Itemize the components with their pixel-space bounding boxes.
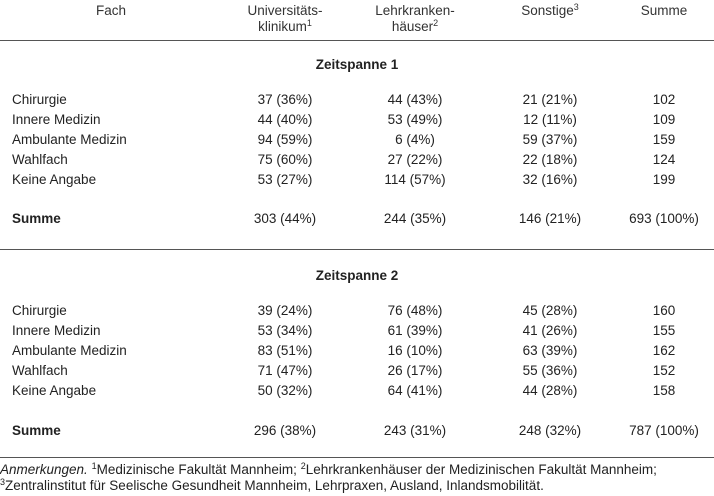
row-fach: Wahlfach — [12, 152, 68, 167]
total-lehr: 244 (35%) — [383, 211, 447, 226]
row-uni: 53 (34%) — [257, 323, 313, 338]
header-fach: Fach — [95, 3, 126, 18]
row-lehr: 44 (43%) — [387, 92, 443, 107]
section-title-1: Zeitspanne 1 — [315, 57, 399, 72]
total-label: Summe — [12, 423, 61, 438]
row-uni: 71 (47%) — [257, 363, 313, 378]
total-sonst: 146 (21%) — [518, 211, 582, 226]
row-summe: 155 — [652, 323, 676, 338]
row-sonst: 22 (18%) — [522, 152, 578, 167]
row-lehr: 76 (48%) — [387, 303, 443, 318]
row-fach: Chirurgie — [12, 92, 67, 107]
row-lehr: 16 (10%) — [387, 343, 443, 358]
total-summe: 787 (100%) — [629, 423, 699, 438]
row-sonst: 12 (11%) — [523, 112, 577, 127]
row-fach: Wahlfach — [12, 363, 68, 378]
note-2-text: Lehrkrankenhäuser der Medizinischen Faku… — [305, 462, 657, 477]
note-marker-1: 1 — [91, 461, 97, 471]
section-title-2: Zeitspanne 2 — [315, 268, 399, 283]
footnote-marker-3: 3 — [573, 2, 579, 12]
row-summe: 109 — [652, 112, 676, 127]
header-col1-line2: klinikum — [258, 19, 307, 34]
header-lehrkrankenhaeuser: Lehrkranken- häuser2 — [350, 3, 480, 35]
row-summe: 158 — [652, 383, 676, 398]
row-lehr: 114 (57%) — [384, 172, 446, 187]
total-lehr: 243 (31%) — [383, 423, 447, 438]
header-summe: Summe — [640, 3, 688, 18]
note-1-text: Medizinische Fakultät Mannheim; — [96, 462, 297, 477]
row-summe: 159 — [652, 132, 676, 147]
total-uni: 303 (44%) — [253, 211, 317, 226]
row-summe: 124 — [652, 152, 676, 167]
table-bottom-rule — [0, 457, 714, 458]
row-fach: Chirurgie — [12, 303, 67, 318]
header-divider — [0, 40, 714, 41]
total-summe: 693 (100%) — [629, 211, 699, 226]
row-uni: 37 (36%) — [257, 92, 313, 107]
row-uni: 50 (32%) — [257, 383, 313, 398]
header-col2-line2: häuser — [391, 19, 434, 34]
row-fach: Innere Medizin — [12, 323, 101, 338]
row-lehr: 64 (41%) — [387, 383, 443, 398]
total-uni: 296 (38%) — [253, 423, 317, 438]
row-summe: 152 — [652, 363, 676, 378]
row-summe: 162 — [652, 343, 676, 358]
row-uni: 94 (59%) — [257, 132, 313, 147]
row-sonst: 32 (16%) — [522, 172, 578, 187]
header-sonstige: Sonstige3 — [490, 3, 610, 19]
row-sonst: 41 (26%) — [522, 323, 578, 338]
total-sonst: 248 (32%) — [518, 423, 582, 438]
row-summe: 160 — [652, 303, 676, 318]
row-uni: 53 (27%) — [257, 172, 313, 187]
row-sonst: 59 (37%) — [522, 132, 578, 147]
row-summe: 102 — [652, 92, 676, 107]
row-lehr: 27 (22%) — [387, 152, 443, 167]
row-fach: Ambulante Medizin — [12, 132, 127, 147]
footnote-marker-2: 2 — [433, 18, 439, 28]
header-col2-line1: Lehrkranken- — [375, 3, 455, 18]
row-fach: Ambulante Medizin — [12, 343, 127, 358]
row-uni: 44 (40%) — [257, 112, 313, 127]
header-col1-line1: Universitäts- — [247, 3, 323, 18]
note-3-text: Zentralinstitut für Seelische Gesundheit… — [5, 478, 544, 493]
row-sonst: 55 (36%) — [522, 363, 578, 378]
row-sonst: 63 (39%) — [522, 343, 578, 358]
table-notes: Anmerkungen. 1Medizinische Fakultät Mann… — [0, 462, 714, 494]
row-sonst: 21 (21%) — [522, 92, 578, 107]
row-summe: 199 — [652, 172, 676, 187]
header-universitaetsklinikum: Universitäts- klinikum1 — [222, 3, 348, 35]
note-marker-3: 3 — [0, 477, 6, 487]
row-fach: Keine Angabe — [12, 172, 97, 187]
row-lehr: 26 (17%) — [387, 363, 443, 378]
row-uni: 83 (51%) — [257, 343, 313, 358]
note-marker-2: 2 — [300, 461, 306, 471]
row-uni: 75 (60%) — [257, 152, 313, 167]
row-lehr: 6 (4%) — [395, 132, 435, 147]
row-uni: 39 (24%) — [257, 303, 313, 318]
row-sonst: 45 (28%) — [522, 303, 578, 318]
footnote-marker-1: 1 — [306, 18, 312, 28]
section-divider — [0, 249, 714, 250]
row-sonst: 44 (28%) — [522, 383, 578, 398]
header-col3-label: Sonstige — [521, 3, 574, 18]
row-fach: Keine Angabe — [12, 383, 97, 398]
row-fach: Innere Medizin — [12, 112, 101, 127]
row-lehr: 61 (39%) — [387, 323, 443, 338]
row-lehr: 53 (49%) — [387, 112, 443, 127]
notes-lead: Anmerkungen. — [0, 462, 88, 477]
total-label: Summe — [12, 211, 61, 226]
